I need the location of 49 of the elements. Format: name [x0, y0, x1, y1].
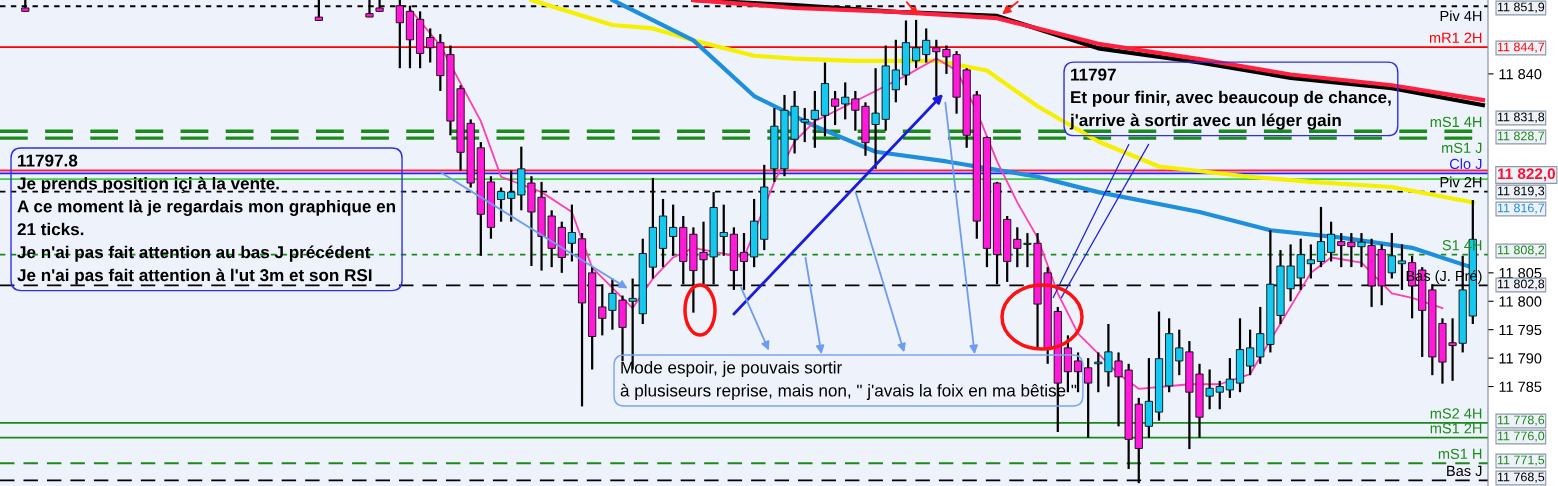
candlestick	[912, 18, 921, 70]
candlestick	[1225, 357, 1234, 399]
candlestick	[1246, 328, 1255, 377]
ref-line-label: mS1 H	[1438, 448, 1482, 459]
y-tick-label: 11 785	[1499, 381, 1542, 392]
text: 11 844,7	[1497, 42, 1545, 53]
ref-line-label: Clo J	[1449, 158, 1482, 170]
text: 11 819,3	[1497, 186, 1545, 197]
ref-line-label: mS1 2H	[1430, 423, 1482, 434]
y-tick-label: 11 795	[1499, 324, 1542, 336]
candlestick	[426, 27, 435, 64]
text: 11 771,5	[1497, 455, 1545, 466]
y-tick-label: 11 790	[1499, 353, 1542, 364]
candlestick	[1327, 220, 1336, 263]
y-tick-label: 11 805	[1499, 267, 1542, 279]
text: 11 816,7	[1497, 203, 1545, 214]
ref-line-label: mS2 4H	[1430, 408, 1482, 419]
candlestick	[922, 27, 931, 64]
text: 11 828,7	[1497, 131, 1545, 142]
annotation: 11797 Et pour finir, avec beaucoup de chance, j'arrive à sortir avec un léger gain	[1069, 68, 1391, 130]
text: 11 822,0	[1497, 168, 1555, 182]
candlestick	[669, 203, 678, 257]
candlestick	[567, 203, 576, 263]
candlestick	[831, 89, 840, 127]
candlestick	[1084, 357, 1093, 439]
ref-line-label: mS1 J	[1442, 142, 1482, 153]
candlestick	[1306, 243, 1315, 280]
y-tick-label: 11 800	[1499, 296, 1542, 307]
candlestick	[891, 38, 900, 104]
candlestick	[1397, 243, 1407, 291]
ref-line-label: mS1 4H	[1430, 116, 1482, 128]
text: 11 778,6	[1497, 415, 1545, 426]
candlestick	[497, 186, 506, 223]
annotation: 11797.8 Je prends position içi à la vente. A ce moment là je regardais mon graphique en 21 ticks. Je n'ai pas fait attention au bas J précédent Je n'ai pas fait attention à l'ut 3m et son RSI	[17, 154, 396, 285]
text: 11 776,0	[1497, 431, 1545, 442]
ref-line-label: mR1 2H	[1429, 32, 1482, 43]
candlestick	[1073, 351, 1083, 394]
ref-line-label: Piv 4H	[1440, 10, 1482, 21]
candlestick	[1387, 231, 1396, 280]
candlestick	[1316, 205, 1326, 269]
candlestick	[507, 169, 516, 223]
y-tick-label: 11 840	[1499, 69, 1542, 80]
ref-line-label: Bas J	[1447, 465, 1482, 477]
text: 11 802,8	[1497, 279, 1545, 290]
text: 11 831,8	[1497, 112, 1545, 123]
text: 11 851,9	[1497, 2, 1545, 13]
candlestick	[810, 89, 819, 149]
text: 11 808,2	[1497, 245, 1545, 256]
text: 11 768,5	[1497, 472, 1545, 483]
